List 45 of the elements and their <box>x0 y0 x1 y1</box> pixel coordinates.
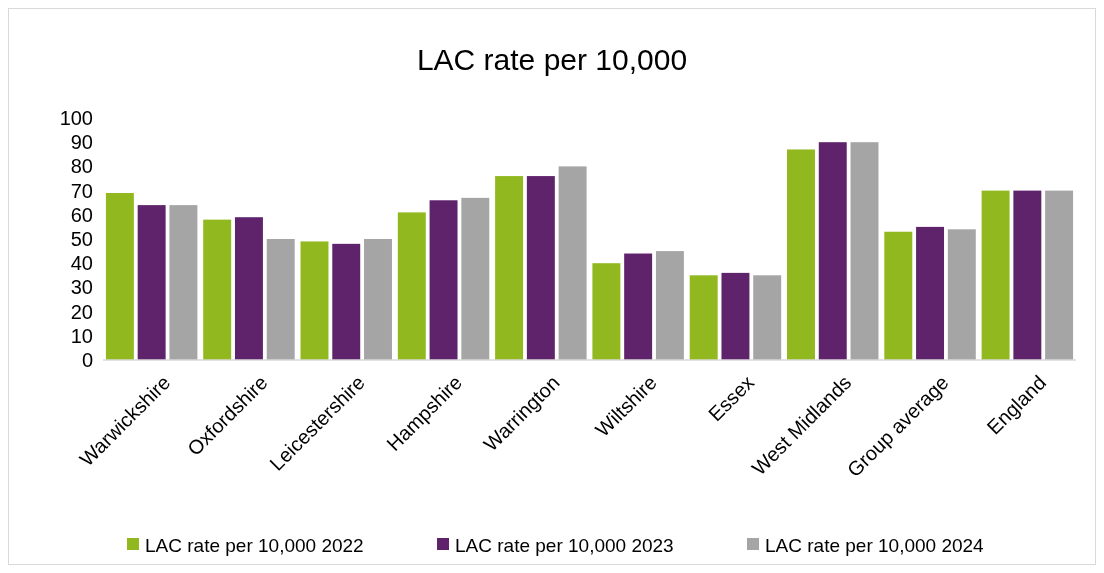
bar <box>689 275 718 360</box>
bar <box>558 166 587 360</box>
bar <box>981 190 1010 360</box>
bar <box>787 149 815 360</box>
bar <box>105 193 134 360</box>
bar <box>884 231 913 360</box>
bar <box>429 200 458 360</box>
y-tick-label: 80 <box>70 155 93 178</box>
bar <box>364 239 392 360</box>
bar <box>203 219 232 360</box>
bar <box>753 275 782 360</box>
bar <box>495 176 524 360</box>
bar <box>721 272 750 360</box>
bar <box>916 226 945 360</box>
y-tick-label: 100 <box>59 107 93 129</box>
bar <box>850 142 879 360</box>
legend-label: LAC rate per 10,000 2023 <box>455 534 674 556</box>
y-tick-label: 20 <box>70 300 93 323</box>
bar <box>332 243 361 360</box>
bar <box>1013 190 1042 360</box>
bar <box>266 239 295 360</box>
bar <box>300 241 329 360</box>
y-tick-label: 90 <box>70 131 93 154</box>
y-tick-label: 10 <box>70 324 93 347</box>
bar <box>397 212 426 360</box>
bar <box>624 253 653 360</box>
y-tick-label: 50 <box>70 228 93 250</box>
y-tick-label: 30 <box>70 276 93 299</box>
bar <box>526 176 555 360</box>
y-tick-label: 0 <box>81 349 93 371</box>
bar <box>137 205 166 360</box>
bar <box>592 263 621 360</box>
bar <box>818 142 847 360</box>
bar <box>169 205 198 360</box>
bar <box>947 229 976 360</box>
bar <box>234 217 263 360</box>
bar <box>655 251 684 360</box>
bar <box>1045 190 1074 360</box>
bar <box>461 197 490 360</box>
y-tick-label: 70 <box>70 179 93 202</box>
y-tick-label: 40 <box>70 252 93 275</box>
legend-label: LAC rate per 10,000 2024 <box>765 534 985 556</box>
legend-label: LAC rate per 10,000 2022 <box>145 534 364 556</box>
chart-title: LAC rate per 10,000 <box>416 43 688 76</box>
y-tick-label: 60 <box>70 203 93 226</box>
